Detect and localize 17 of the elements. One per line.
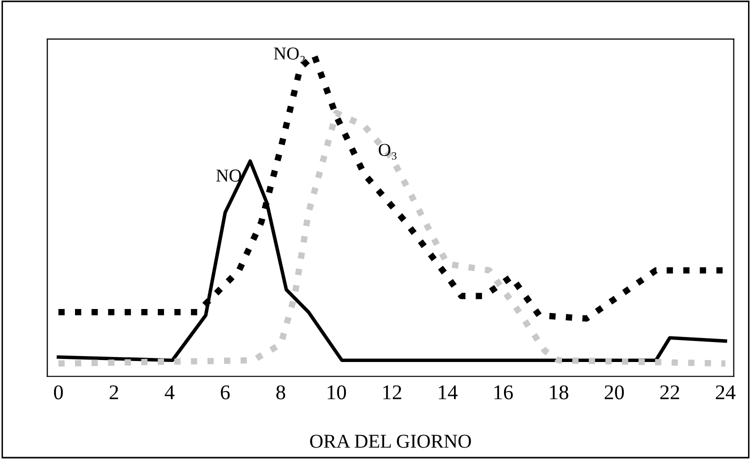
x-tick-label: 4 bbox=[164, 385, 174, 400]
x-tick-label: 24 bbox=[716, 385, 736, 400]
series-label: NO₂ bbox=[274, 47, 305, 64]
series-label: NO bbox=[216, 170, 242, 182]
x-tick-label: 8 bbox=[276, 385, 286, 400]
x-tick-label: 2 bbox=[110, 385, 118, 400]
x-tick-label: 10 bbox=[328, 385, 346, 400]
x-tick-label: 22 bbox=[660, 385, 680, 400]
x-tick-label: 16 bbox=[494, 385, 513, 400]
series-label: O₃ bbox=[378, 144, 396, 160]
x-tick-label: 12 bbox=[383, 385, 402, 400]
x-tick-label: 18 bbox=[550, 385, 568, 400]
x-tick-label: 14 bbox=[438, 385, 458, 400]
x-tick-label: 6 bbox=[220, 385, 230, 400]
x-tick-label: 20 bbox=[604, 385, 624, 400]
x-axis-title: ORA DEL GIORNO bbox=[310, 434, 471, 448]
x-tick-label: 0 bbox=[54, 385, 63, 400]
